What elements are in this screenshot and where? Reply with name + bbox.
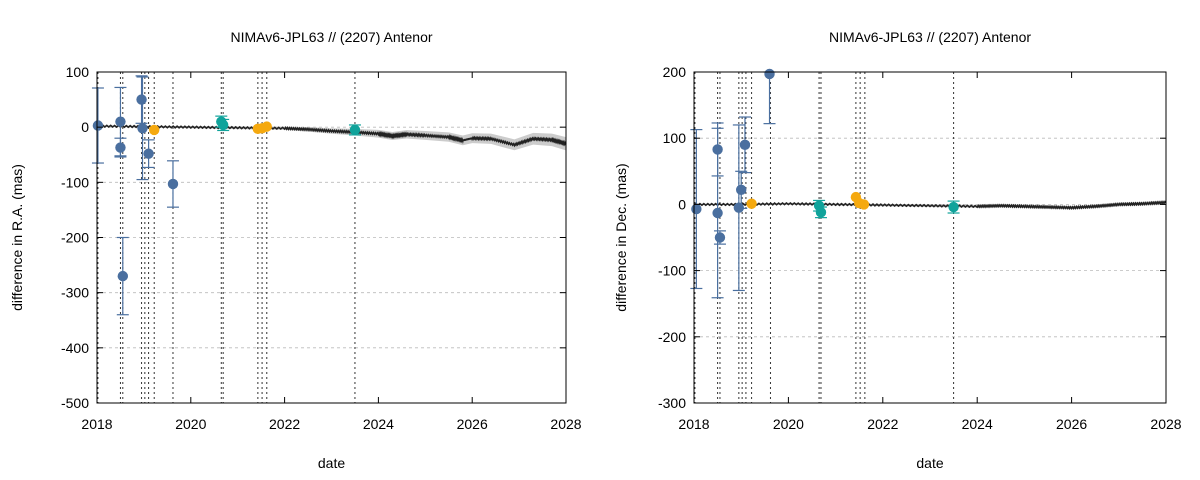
data-point [691, 203, 702, 215]
y-tick-label: -300 [61, 285, 89, 301]
x-tick-label: 2024 [363, 416, 394, 432]
data-point [764, 68, 775, 80]
data-point [167, 178, 179, 190]
chart-title: NIMAv6-JPL63 // (2207) Antenor [230, 29, 432, 45]
y-tick-label: 0 [81, 119, 89, 135]
x-tick-label: 2020 [773, 416, 804, 432]
data-point [858, 199, 870, 210]
x-tick-label: 2024 [962, 416, 993, 432]
data-point [117, 270, 128, 282]
x-axis-label: date [318, 455, 345, 471]
data-point [714, 232, 726, 243]
chart-title: NIMAv6-JPL63 // (2207) Antenor [829, 29, 1031, 45]
model-curve [96, 124, 567, 148]
y-axis-label: difference in R.A. (mas) [9, 164, 25, 311]
data-point [733, 202, 745, 213]
x-tick-label: 2026 [1056, 416, 1087, 432]
ra-chart: -500 -400 -300 -200 -100 0 100 2018 2020 2022 2024… [9, 29, 582, 471]
y-tick-label: -200 [61, 230, 89, 246]
data-point [815, 207, 827, 218]
data-point [739, 139, 751, 151]
x-tick-label: 2026 [457, 416, 488, 432]
model-curve [693, 200, 1167, 211]
uncertainty-band [97, 125, 566, 151]
y-tick-label: 0 [678, 196, 686, 212]
x-tick-label: 2020 [175, 416, 206, 432]
x-tick-label: 2028 [550, 416, 581, 432]
y-tick-label: 200 [663, 64, 687, 80]
x-axis-label: date [916, 455, 943, 471]
data-point [149, 124, 160, 136]
x-tick-label: 2022 [269, 416, 300, 432]
y-tick-label: -200 [658, 329, 686, 345]
data-point [712, 207, 723, 219]
plot-frame [693, 71, 1167, 404]
data-point [136, 94, 147, 105]
data-point [92, 120, 104, 131]
data-point [746, 198, 757, 209]
x-tick-label: 2018 [678, 416, 709, 432]
x-tick-label: 2018 [81, 416, 112, 432]
y-tick-label: -500 [61, 395, 89, 411]
y-tick-label: 100 [66, 64, 90, 80]
data-point [143, 148, 154, 159]
data-point [261, 121, 272, 132]
data-point [137, 123, 148, 134]
data-point [948, 201, 959, 213]
y-tick-label: -100 [658, 263, 686, 279]
data-point [115, 142, 126, 153]
data-point [736, 184, 747, 196]
x-tick-label: 2022 [867, 416, 898, 432]
y-tick-label: -100 [61, 174, 89, 190]
x-tick-label: 2028 [1150, 416, 1181, 432]
dec-chart: -300 -200 -100 0 100 200 2018 2020 2022 2024 2026 2… [613, 29, 1182, 471]
data-point [115, 116, 126, 127]
y-tick-label: 100 [663, 130, 687, 146]
y-tick-label: -400 [61, 340, 89, 356]
y-axis-label: difference in Dec. (mas) [613, 163, 629, 311]
y-tick-label: -300 [658, 395, 686, 411]
data-point [217, 119, 229, 131]
data-point [349, 124, 361, 136]
